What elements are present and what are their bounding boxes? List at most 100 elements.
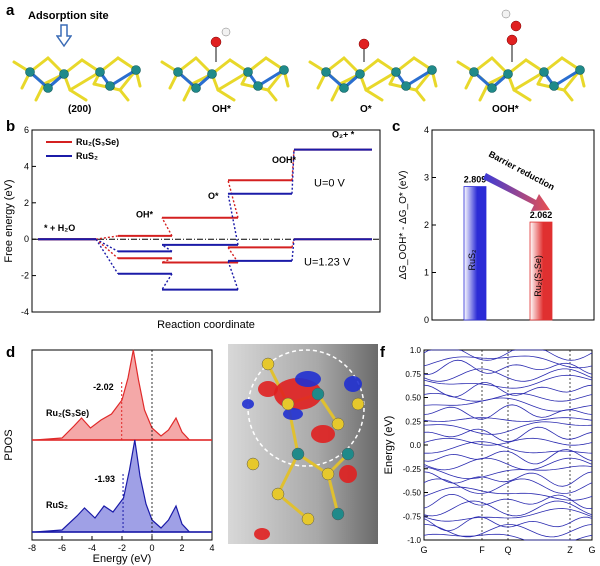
y-axis-label: ΔG_OOH* - ΔG_O* (eV) bbox=[398, 171, 409, 280]
charge-lobe bbox=[339, 465, 357, 483]
y-tick-label: -0.50 bbox=[403, 489, 422, 498]
y-tick-label: 2 bbox=[424, 220, 429, 230]
ru-atom bbox=[469, 67, 479, 77]
connector-0-3 bbox=[227, 180, 239, 218]
h-atom bbox=[221, 27, 231, 37]
band-structure-chart: -1.0 -0.75 -0.50 -0.25 0.0 0.25 0.50 0.75 1.0 Ene… bbox=[383, 346, 596, 555]
panel-label-c: c bbox=[392, 118, 401, 135]
bond bbox=[276, 453, 300, 495]
ru-atom bbox=[321, 67, 331, 77]
o-atom bbox=[358, 38, 370, 50]
band-21 bbox=[423, 374, 593, 389]
y-tick-label: 4 bbox=[24, 161, 29, 171]
ru-atom bbox=[43, 83, 53, 93]
charge-density-image bbox=[228, 344, 378, 544]
connector-1-1 bbox=[95, 238, 119, 253]
x-tick-label: -4 bbox=[88, 543, 96, 553]
ru-bond bbox=[405, 68, 433, 88]
o-atom bbox=[210, 36, 222, 48]
atom bbox=[331, 417, 345, 431]
y-tick-label: 1.0 bbox=[410, 346, 422, 355]
connector-1-2 bbox=[161, 244, 173, 252]
band-6 bbox=[423, 486, 593, 501]
legend-label: RuS₂ bbox=[76, 151, 98, 161]
charge-lobe bbox=[344, 376, 362, 392]
x-axis-label: Energy (eV) bbox=[93, 553, 152, 565]
k-point-label: G bbox=[420, 545, 427, 555]
charge-lobe bbox=[295, 371, 321, 387]
step-label: O* bbox=[208, 191, 219, 201]
ru-atom bbox=[575, 65, 585, 75]
pdos-series-label: Ru₂(S₃Se) bbox=[46, 408, 89, 418]
band-11 bbox=[423, 449, 593, 465]
ru-atom bbox=[191, 83, 201, 93]
step-label: * + H₂O bbox=[44, 223, 75, 233]
k-point-label: Z bbox=[567, 545, 573, 555]
s-bond bbox=[512, 88, 532, 102]
ru-atom bbox=[391, 67, 401, 77]
bar-category-label: RuS₂ bbox=[467, 249, 477, 271]
connector-3-3 bbox=[227, 260, 239, 290]
band-2 bbox=[423, 516, 593, 532]
y-tick-label: 0.0 bbox=[410, 441, 422, 450]
panel-label-f: f bbox=[380, 344, 385, 361]
y-tick-label: -2 bbox=[21, 271, 29, 281]
atom bbox=[301, 512, 315, 526]
ru-atom bbox=[427, 65, 437, 75]
atom bbox=[311, 387, 325, 401]
y-tick-label: 0 bbox=[424, 315, 429, 325]
y-tick-label: 1 bbox=[424, 268, 429, 278]
band-24 bbox=[423, 355, 593, 369]
charge-lobe bbox=[283, 408, 303, 420]
step-label: OOH* bbox=[272, 155, 297, 165]
structure-label-o: O* bbox=[360, 104, 372, 115]
x-axis-label: Reaction coordinate bbox=[157, 319, 255, 331]
s-bond bbox=[364, 88, 384, 102]
ru-atom bbox=[173, 67, 183, 77]
pdos-area-1 bbox=[32, 439, 212, 533]
band-16 bbox=[423, 417, 593, 422]
y-tick-label: 0.75 bbox=[405, 370, 421, 379]
bar-0 bbox=[463, 186, 487, 321]
s-bond bbox=[182, 82, 194, 102]
s-bond bbox=[266, 88, 278, 102]
annotation-u123: U=1.23 V bbox=[304, 257, 351, 269]
step-label: O₂+ * bbox=[332, 129, 355, 139]
y-axis-label: Energy (eV) bbox=[383, 416, 395, 475]
panel-a: Adsorption site (200) OH* O* OOH* bbox=[0, 0, 600, 120]
ru-atom bbox=[539, 67, 549, 77]
connector-0-4 bbox=[291, 149, 295, 181]
structure-label-ooh: OOH* bbox=[492, 104, 519, 115]
y-tick-label: -0.75 bbox=[403, 512, 422, 521]
x-tick-label: -8 bbox=[28, 543, 36, 553]
atom bbox=[351, 397, 365, 411]
s-bond bbox=[512, 70, 546, 92]
band-9 bbox=[423, 465, 593, 480]
structure-label-oh: OH* bbox=[212, 104, 231, 115]
ru-atom bbox=[105, 81, 115, 91]
connector-2-1 bbox=[95, 238, 119, 259]
s-bond bbox=[216, 70, 250, 92]
atom bbox=[341, 447, 355, 461]
pdos-chart: -8 -6 -4 -2 0 2 4 Energy (eV) PDOS -2.02 Ru₂(S₃Se)… bbox=[3, 349, 215, 565]
atom bbox=[261, 357, 275, 371]
band-8 bbox=[423, 471, 593, 487]
atom bbox=[246, 457, 260, 471]
adsorption-site-label: Adsorption site bbox=[28, 10, 109, 22]
y-tick-label: 0 bbox=[24, 234, 29, 244]
band-15 bbox=[423, 421, 593, 435]
band-25 bbox=[423, 349, 593, 361]
ru-atom bbox=[401, 81, 411, 91]
connector-1-3 bbox=[227, 193, 239, 245]
k-point-label: F bbox=[479, 545, 485, 555]
band-0 bbox=[423, 533, 593, 541]
ru-atom bbox=[95, 67, 105, 77]
s-bond bbox=[414, 88, 426, 102]
s-bond bbox=[34, 82, 46, 102]
y-tick-label: 2 bbox=[24, 198, 29, 208]
y-tick-label: -0.25 bbox=[403, 465, 422, 474]
free-energy-chart: -4 -2 0 2 4 6 Free energy (eV) Reaction coordin… bbox=[3, 125, 381, 331]
connector-1-4 bbox=[291, 149, 295, 194]
annotation-u0: U=0 V bbox=[314, 177, 346, 189]
ru-atom bbox=[487, 83, 497, 93]
